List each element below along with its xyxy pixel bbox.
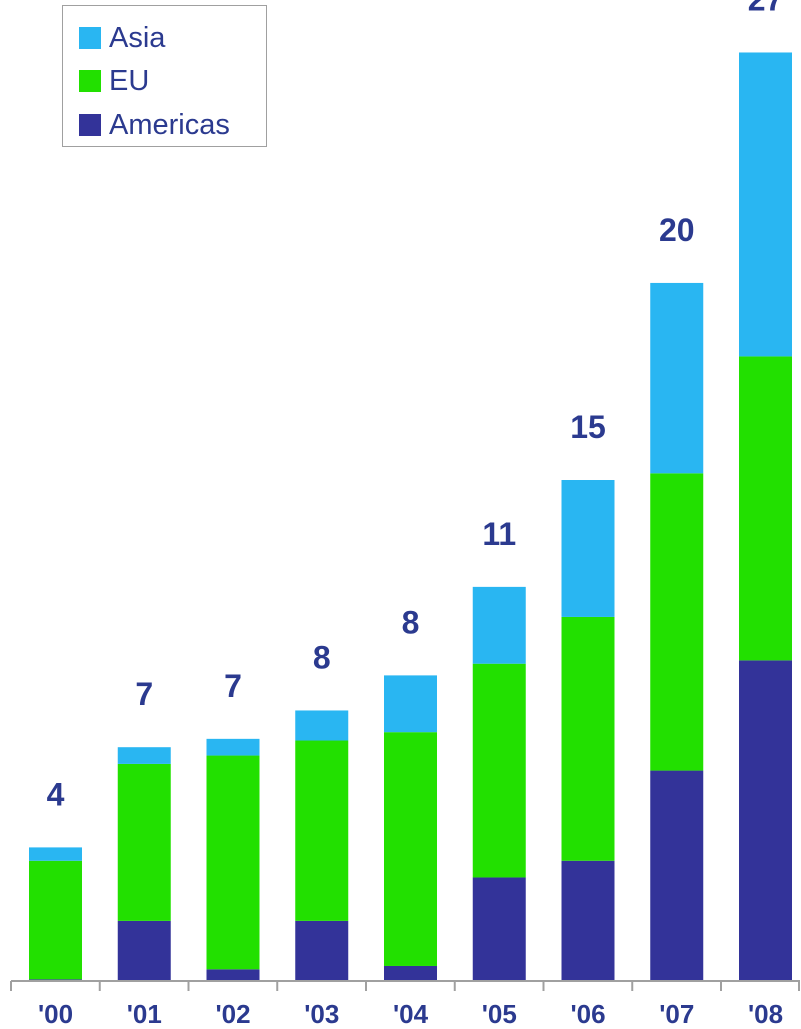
bar-asia-0 [29,847,82,861]
x-tick-label-6: '06 [570,999,605,1029]
bar-americas-6 [561,860,615,981]
legend-item-asia: Asia [79,18,165,58]
total-label-2: 7 [224,668,242,704]
bar-americas-2 [206,969,260,981]
bar-americas-3 [295,920,349,981]
bar-eu-1 [117,763,171,921]
x-axis [10,980,800,991]
total-label-5: 11 [482,516,516,552]
bar-eu-5 [472,663,526,878]
legend-label-asia: Asia [109,21,166,54]
x-tick-label-4: '04 [393,999,429,1029]
total-label-1: 7 [135,676,153,712]
bar-americas-7 [650,770,704,981]
total-label-4: 8 [402,604,420,640]
total-label-7: 20 [659,212,695,248]
x-tick-label-0: '00 [38,999,73,1029]
total-label-6: 15 [570,409,606,445]
bar-eu-3 [295,740,349,921]
bars-layer [29,52,792,981]
legend-swatch-americas [79,114,101,136]
bar-americas-8 [739,660,792,981]
bar-asia-3 [295,710,349,741]
bar-eu-7 [650,473,704,771]
bar-asia-6 [561,480,615,617]
total-label-8: 27 [748,0,784,17]
bar-asia-7 [650,282,704,474]
total-label-0: 4 [47,776,65,812]
legend-item-americas: Americas [79,105,230,145]
bar-eu-4 [384,732,437,966]
bar-asia-8 [739,52,792,357]
bar-eu-0 [29,860,82,980]
bar-asia-2 [206,738,260,756]
bar-eu-2 [206,755,260,970]
labels-layer: 4 '00 7 '01 7 '02 8 '03 8 '04 11 '05 15 '06 20 '07 27 '08 [38,0,783,1029]
legend-item-eu: EU [79,61,149,101]
legend-label-eu: EU [109,64,150,97]
x-tick-label-8: '08 [748,999,783,1029]
bar-asia-1 [117,747,171,764]
bar-americas-4 [384,965,437,981]
total-label-3: 8 [313,639,331,675]
x-tick-label-5: '05 [482,999,517,1029]
bar-americas-1 [117,920,171,981]
x-tick-label-2: '02 [215,999,250,1029]
bar-americas-5 [472,877,526,981]
bar-eu-6 [561,616,615,861]
legend-swatch-eu [79,70,101,92]
x-tick-label-1: '01 [127,999,162,1029]
bar-asia-5 [472,586,526,664]
x-tick-label-7: '07 [659,999,694,1029]
legend-label-americas: Americas [109,108,230,141]
bar-eu-8 [739,356,792,661]
legend-swatch-asia [79,27,101,49]
x-tick-label-3: '03 [304,999,339,1029]
bar-asia-4 [384,675,437,733]
legend: Asia EU Americas [62,5,267,147]
